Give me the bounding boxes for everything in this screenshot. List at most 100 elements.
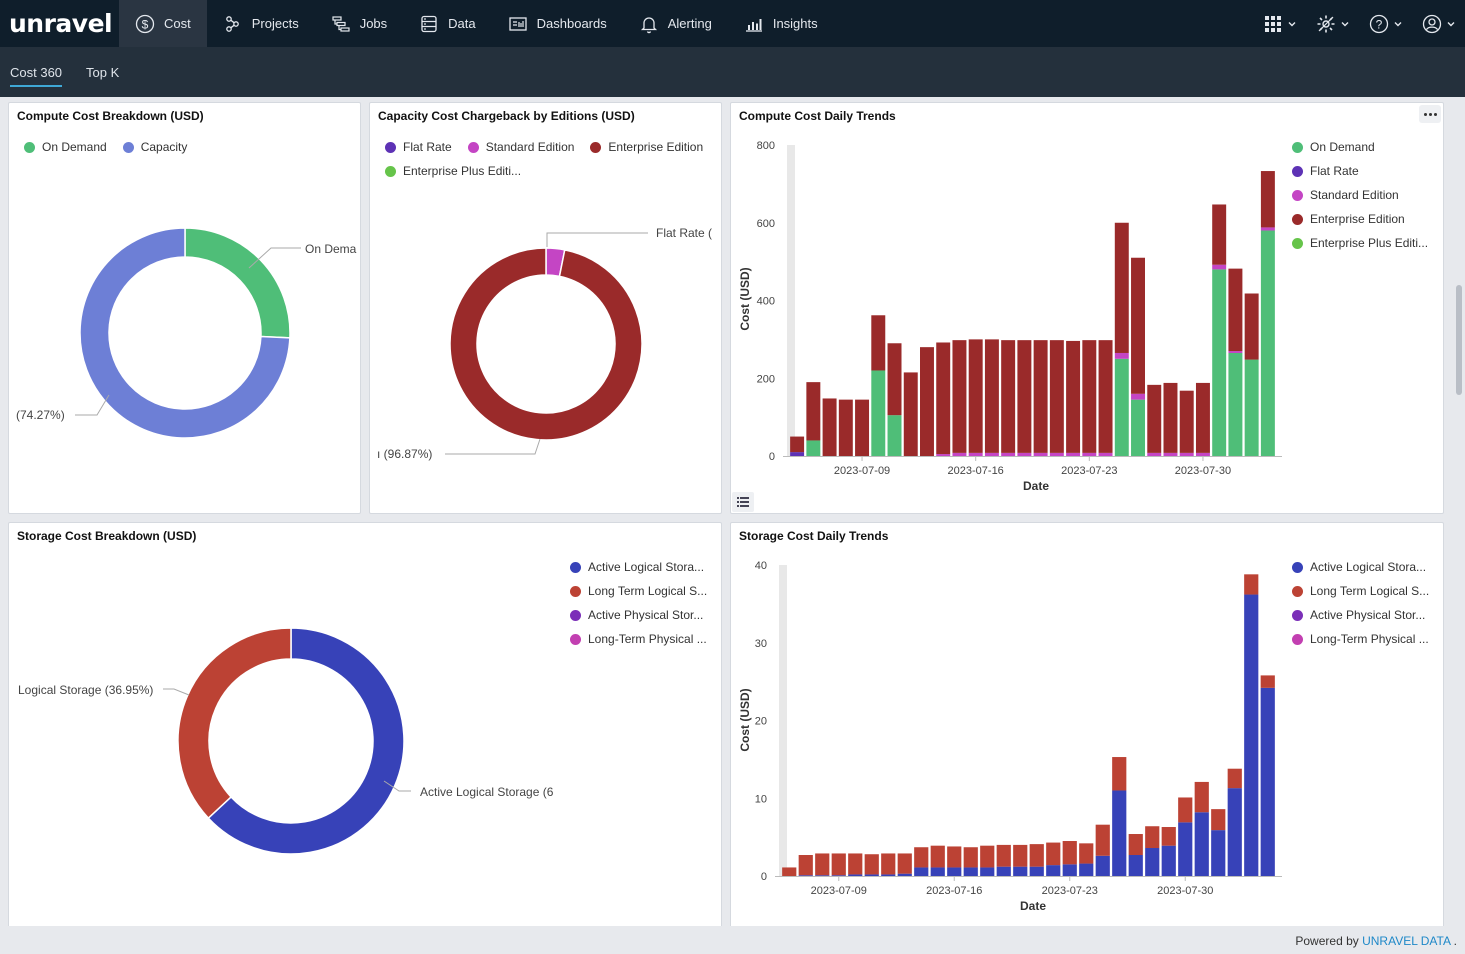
bar-standard-edition[interactable] [984,452,999,456]
bar-enterprise-edition[interactable] [1163,382,1178,453]
donut-slice-active-logical-storage[interactable] [207,627,405,855]
bar-long-term-logical-storage[interactable] [1079,843,1094,864]
apps-menu[interactable] [1263,14,1296,34]
legend-item-active-logical[interactable]: Active Logical Stora... [570,555,707,579]
bar-long-term-logical-storage[interactable] [963,847,978,868]
bar-enterprise-edition[interactable] [903,372,918,456]
bar-active-logical-storage[interactable] [947,867,962,876]
bar-long-term-logical-storage[interactable] [848,853,863,875]
legend-item-standard-edition[interactable]: Standard Edition [467,135,574,159]
bar-on-demand[interactable] [1244,359,1259,456]
bar-active-logical-storage[interactable] [1095,855,1110,876]
bar-enterprise-edition[interactable] [1260,171,1275,228]
bar-on-demand[interactable] [887,415,902,456]
bar-standard-edition[interactable] [1131,393,1145,400]
bar-enterprise-edition[interactable] [1195,382,1210,453]
bar-long-term-logical-storage[interactable] [1211,809,1226,831]
help-menu[interactable]: ? [1369,14,1402,34]
bar-active-logical-storage[interactable] [815,875,830,876]
bar-enterprise-edition[interactable] [1131,257,1145,394]
bar-long-term-logical-storage[interactable] [996,844,1011,867]
bar-active-logical-storage[interactable] [1112,790,1127,876]
bar-long-term-logical-storage[interactable] [1112,757,1127,791]
bar-long-term-logical-storage[interactable] [798,855,813,876]
bar-on-demand[interactable] [1131,399,1145,456]
bar-long-term-logical-storage[interactable] [1145,826,1160,849]
legend-item-active-physical[interactable]: Active Physical Stor... [1292,603,1429,627]
bar-enterprise-edition[interactable] [968,339,983,453]
bar-standard-edition[interactable] [1098,452,1113,456]
bar-active-logical-storage[interactable] [1194,812,1209,876]
legend-item-on-demand[interactable]: On Demand [24,135,107,159]
legend-item-active-logical[interactable]: Active Logical Stora... [1292,555,1429,579]
unravel-data-link[interactable]: UNRAVEL DATA [1362,934,1451,948]
legend-item-standard-edition[interactable]: Standard Edition [1292,183,1428,207]
legend-item-enterprise-plus[interactable]: Enterprise Plus Editi... [1292,231,1428,255]
bar-enterprise-edition[interactable] [855,399,870,456]
bar-active-logical-storage[interactable] [831,875,846,876]
bar-enterprise-edition[interactable] [936,342,951,455]
bar-active-logical-storage[interactable] [914,867,929,876]
bar-standard-edition[interactable] [952,452,967,456]
bar-standard-edition[interactable] [1179,452,1194,456]
nav-dashboards[interactable]: Dashboards [492,0,623,47]
bar-on-demand[interactable] [1114,358,1129,456]
bar-long-term-logical-storage[interactable] [881,853,896,875]
bar-standard-edition[interactable] [1033,452,1048,456]
bar-enterprise-edition[interactable] [822,398,837,456]
donut-slice-capacity[interactable] [79,227,291,439]
bar-active-logical-storage[interactable] [1145,848,1160,876]
bar-active-logical-storage[interactable] [1046,865,1061,876]
legend-item-enterprise-edition[interactable]: Enterprise Edition [1292,207,1428,231]
bar-long-term-logical-storage[interactable] [831,853,846,876]
bar-enterprise-edition[interactable] [1017,340,1032,453]
bar-enterprise-edition[interactable] [1049,340,1064,453]
bar-enterprise-edition[interactable] [838,399,853,456]
bar-long-term-logical-storage[interactable] [1244,574,1259,595]
bar-long-term-logical-storage[interactable] [930,845,945,868]
bar-active-logical-storage[interactable] [1244,594,1259,876]
bar-long-term-logical-storage[interactable] [914,847,929,868]
bar-active-logical-storage[interactable] [1079,863,1094,876]
legend-item-long-term-physical[interactable]: Long-Term Physical ... [570,627,707,651]
bar-long-term-logical-storage[interactable] [1062,841,1077,865]
bar-standard-edition[interactable] [1260,227,1275,231]
bar-active-logical-storage[interactable] [980,867,995,876]
bar-long-term-logical-storage[interactable] [1046,842,1061,866]
nav-insights[interactable]: Insights [728,0,834,47]
bar-standard-edition[interactable] [1066,452,1081,456]
donut-slice-long-term-logical-storage[interactable] [177,627,292,820]
bar-active-logical-storage[interactable] [881,874,896,876]
nav-data[interactable]: Data [403,0,491,47]
bar-standard-edition[interactable] [1212,264,1227,270]
bar-standard-edition[interactable] [1163,452,1178,456]
donut-slice-on-demand[interactable] [184,227,291,339]
bar-enterprise-edition[interactable] [984,339,999,453]
bar-standard-edition[interactable] [1017,452,1032,456]
bar-active-logical-storage[interactable] [798,875,813,876]
bar-enterprise-edition[interactable] [1033,340,1048,453]
legend-item-flat-rate[interactable]: Flat Rate [1292,159,1428,183]
bar-enterprise-edition[interactable] [871,315,886,371]
bar-standard-edition[interactable] [968,452,983,456]
bar-active-logical-storage[interactable] [1227,788,1242,876]
bar-enterprise-edition[interactable] [1114,222,1129,353]
bar-enterprise-edition[interactable] [920,347,934,456]
bar-on-demand[interactable] [806,440,821,456]
bar-active-logical-storage[interactable] [963,867,978,876]
bar-long-term-logical-storage[interactable] [1013,844,1028,867]
bar-flat-rate[interactable] [790,452,805,456]
bar-active-logical-storage[interactable] [1260,687,1275,876]
bar-standard-edition[interactable] [1228,351,1243,353]
bar-active-logical-storage[interactable] [1013,866,1028,876]
nav-projects[interactable]: Projects [207,0,315,47]
bar-standard-edition[interactable] [1049,452,1064,456]
bar-long-term-logical-storage[interactable] [1095,824,1110,856]
bar-long-term-logical-storage[interactable] [864,854,879,875]
more-options-button[interactable] [1419,105,1441,123]
unravel-logo[interactable]: unravel [9,9,113,38]
donut-slice-enterprise-edition[interactable] [449,247,643,441]
bar-long-term-logical-storage[interactable] [1029,844,1044,867]
legend-item-on-demand[interactable]: On Demand [1292,135,1428,159]
bar-long-term-logical-storage[interactable] [1194,781,1209,813]
